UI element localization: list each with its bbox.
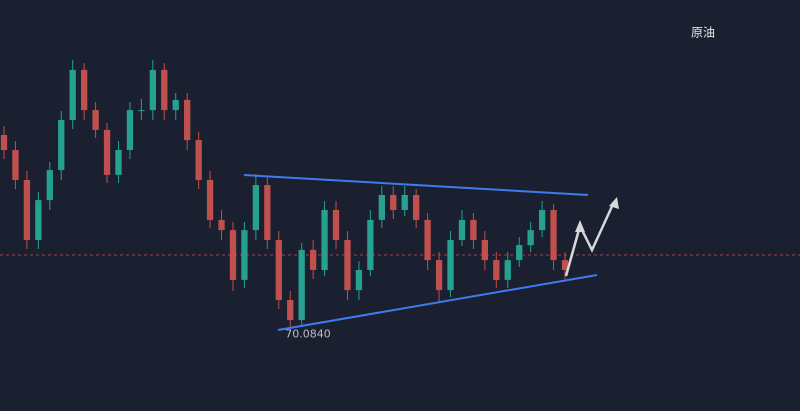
trend-line-upper <box>243 174 589 196</box>
candle-body <box>527 230 534 246</box>
candle-body <box>115 150 122 175</box>
candle-body <box>447 240 454 291</box>
candle-body <box>458 219 466 240</box>
candle-body <box>344 240 351 291</box>
candle-body <box>58 120 65 171</box>
candle-body <box>23 180 31 240</box>
candle-body <box>149 69 156 111</box>
candle-body <box>0 135 8 150</box>
candle-body <box>138 110 145 112</box>
candles <box>0 60 569 328</box>
candle-body <box>195 140 202 180</box>
candle-body <box>538 210 546 231</box>
candle-body <box>126 110 134 150</box>
candle-body <box>69 69 76 120</box>
candle-body <box>470 219 477 240</box>
candle-body <box>332 210 340 240</box>
forecast-arrow <box>564 201 616 277</box>
arrow-head <box>609 197 619 209</box>
candle-body <box>413 195 420 220</box>
candle-body <box>321 210 328 270</box>
candle-body <box>367 219 374 270</box>
candle-body <box>309 249 317 270</box>
candle-body <box>12 150 19 180</box>
candle-body <box>481 240 489 261</box>
candle-body <box>103 129 111 175</box>
candle-body <box>92 110 99 130</box>
candle-body <box>287 300 294 321</box>
arrow-head <box>575 220 585 232</box>
candle-body <box>493 260 500 280</box>
candle-body <box>241 230 248 280</box>
candle-body <box>206 180 214 220</box>
trend-line-lower <box>277 274 598 331</box>
candle-body <box>172 99 179 111</box>
candle-body <box>435 260 443 291</box>
candle-body <box>275 240 282 300</box>
candle-body <box>550 210 557 261</box>
candle-body <box>561 260 569 270</box>
candle-body <box>401 195 408 210</box>
candle-body <box>378 195 385 220</box>
low-label: 70.0840 <box>285 327 331 340</box>
candle-body <box>390 195 397 210</box>
candle-body <box>298 249 305 321</box>
candle-body <box>424 219 431 261</box>
chart-title: 原油 <box>691 26 715 40</box>
candle-body <box>161 69 168 111</box>
candle-body <box>264 185 271 240</box>
candle-body <box>184 99 191 141</box>
candle-body <box>46 170 53 201</box>
candle-body <box>80 69 88 111</box>
candle-body <box>355 270 363 291</box>
candle-body <box>516 245 523 261</box>
candle-body <box>229 230 237 280</box>
candle-body <box>35 200 42 240</box>
candle-body <box>218 219 225 231</box>
candle-body <box>504 260 511 280</box>
candle-body <box>252 185 260 231</box>
